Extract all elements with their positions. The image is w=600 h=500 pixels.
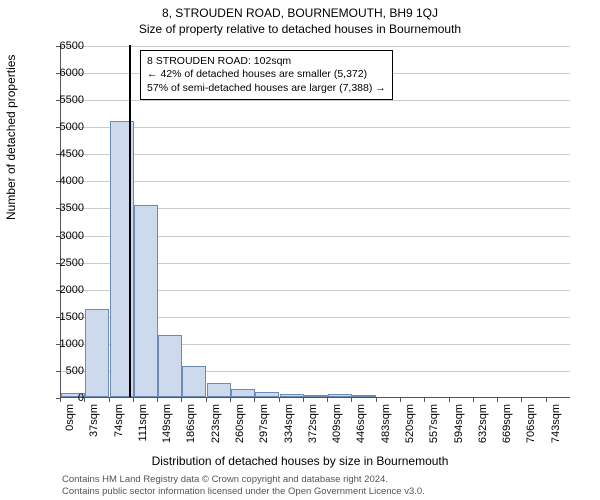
ytick-mark (56, 100, 60, 101)
xtick-label: 111sqm (137, 404, 149, 464)
xtick-mark (230, 398, 231, 402)
xtick-mark (133, 398, 134, 402)
xtick-label: 483sqm (380, 404, 392, 464)
ytick-label: 2500 (44, 257, 84, 269)
xtick-label: 260sqm (234, 404, 246, 464)
xtick-mark (449, 398, 450, 402)
xtick-label: 297sqm (258, 404, 270, 464)
histogram-bar (255, 392, 279, 397)
xtick-label: 186sqm (185, 404, 197, 464)
histogram-bar (231, 389, 255, 397)
ytick-mark (56, 73, 60, 74)
ytick-label: 500 (44, 365, 84, 377)
xtick-label: 594sqm (453, 404, 465, 464)
xtick-label: 74sqm (113, 404, 125, 464)
xtick-mark (109, 398, 110, 402)
xtick-label: 223sqm (210, 404, 222, 464)
ytick-label: 1500 (44, 311, 84, 323)
xtick-mark (279, 398, 280, 402)
xtick-label: 743sqm (550, 404, 562, 464)
xtick-label: 446sqm (355, 404, 367, 464)
gridline (61, 127, 570, 128)
annotation-line-1: 8 STROUDEN ROAD: 102sqm (147, 55, 386, 69)
xtick-mark (60, 398, 61, 402)
footer-copyright-2: Contains public sector information licen… (62, 486, 425, 497)
annotation-line-3: 57% of semi-detached houses are larger (… (147, 82, 386, 96)
gridline (61, 46, 570, 47)
xtick-label: 372sqm (307, 404, 319, 464)
y-axis-label-text: Number of detached properties (4, 55, 18, 220)
chart-title-address: 8, STROUDEN ROAD, BOURNEMOUTH, BH9 1QJ (0, 0, 600, 20)
ytick-mark (56, 290, 60, 291)
xtick-label: 632sqm (477, 404, 489, 464)
ytick-mark (56, 371, 60, 372)
xtick-mark (424, 398, 425, 402)
ytick-label: 4000 (44, 175, 84, 187)
ytick-label: 4500 (44, 148, 84, 160)
histogram-bar (280, 394, 304, 397)
annotation-box: 8 STROUDEN ROAD: 102sqm← 42% of detached… (140, 50, 393, 101)
histogram-bar (328, 394, 352, 397)
xtick-mark (181, 398, 182, 402)
annotation-line-2: ← 42% of detached houses are smaller (5,… (147, 68, 386, 82)
ytick-label: 5500 (44, 94, 84, 106)
xtick-mark (473, 398, 474, 402)
ytick-mark (56, 317, 60, 318)
chart-title-desc: Size of property relative to detached ho… (0, 20, 600, 36)
xtick-mark (400, 398, 401, 402)
plot-area: 8 STROUDEN ROAD: 102sqm← 42% of detached… (60, 46, 570, 398)
xtick-mark (303, 398, 304, 402)
ytick-mark (56, 236, 60, 237)
xtick-label: 334sqm (283, 404, 295, 464)
ytick-label: 3000 (44, 230, 84, 242)
xtick-mark (497, 398, 498, 402)
ytick-label: 6000 (44, 67, 84, 79)
xtick-mark (157, 398, 158, 402)
histogram-bar (352, 395, 376, 397)
xtick-label: 149sqm (161, 404, 173, 464)
y-axis-label: Number of detached properties (4, 55, 18, 220)
xtick-label: 0sqm (64, 404, 76, 464)
xtick-mark (84, 398, 85, 402)
ytick-mark (56, 154, 60, 155)
histogram-bar (134, 205, 158, 397)
histogram-bar (182, 366, 206, 397)
ytick-label: 5000 (44, 121, 84, 133)
ytick-mark (56, 181, 60, 182)
xtick-mark (327, 398, 328, 402)
ytick-label: 0 (44, 392, 84, 404)
ytick-mark (56, 46, 60, 47)
xtick-label: 706sqm (525, 404, 537, 464)
xtick-mark (546, 398, 547, 402)
histogram-bar (85, 309, 109, 397)
xtick-mark (206, 398, 207, 402)
footer-copyright-1: Contains HM Land Registry data © Crown c… (62, 474, 388, 485)
ytick-label: 3500 (44, 202, 84, 214)
ytick-label: 6500 (44, 40, 84, 52)
xtick-label: 37sqm (88, 404, 100, 464)
gridline (61, 154, 570, 155)
ytick-mark (56, 344, 60, 345)
xtick-label: 520sqm (404, 404, 416, 464)
ytick-label: 2000 (44, 284, 84, 296)
ytick-mark (56, 127, 60, 128)
property-marker-line (129, 45, 131, 397)
ytick-mark (56, 263, 60, 264)
chart-container: 8, STROUDEN ROAD, BOURNEMOUTH, BH9 1QJ S… (0, 0, 600, 500)
xtick-mark (351, 398, 352, 402)
histogram-bar (304, 395, 328, 397)
xtick-mark (376, 398, 377, 402)
ytick-label: 1000 (44, 338, 84, 350)
xtick-mark (521, 398, 522, 402)
gridline (61, 181, 570, 182)
xtick-label: 669sqm (501, 404, 513, 464)
histogram-bar (158, 335, 182, 397)
xtick-label: 557sqm (428, 404, 440, 464)
xtick-mark (254, 398, 255, 402)
ytick-mark (56, 208, 60, 209)
xtick-label: 409sqm (331, 404, 343, 464)
histogram-bar (207, 383, 231, 397)
